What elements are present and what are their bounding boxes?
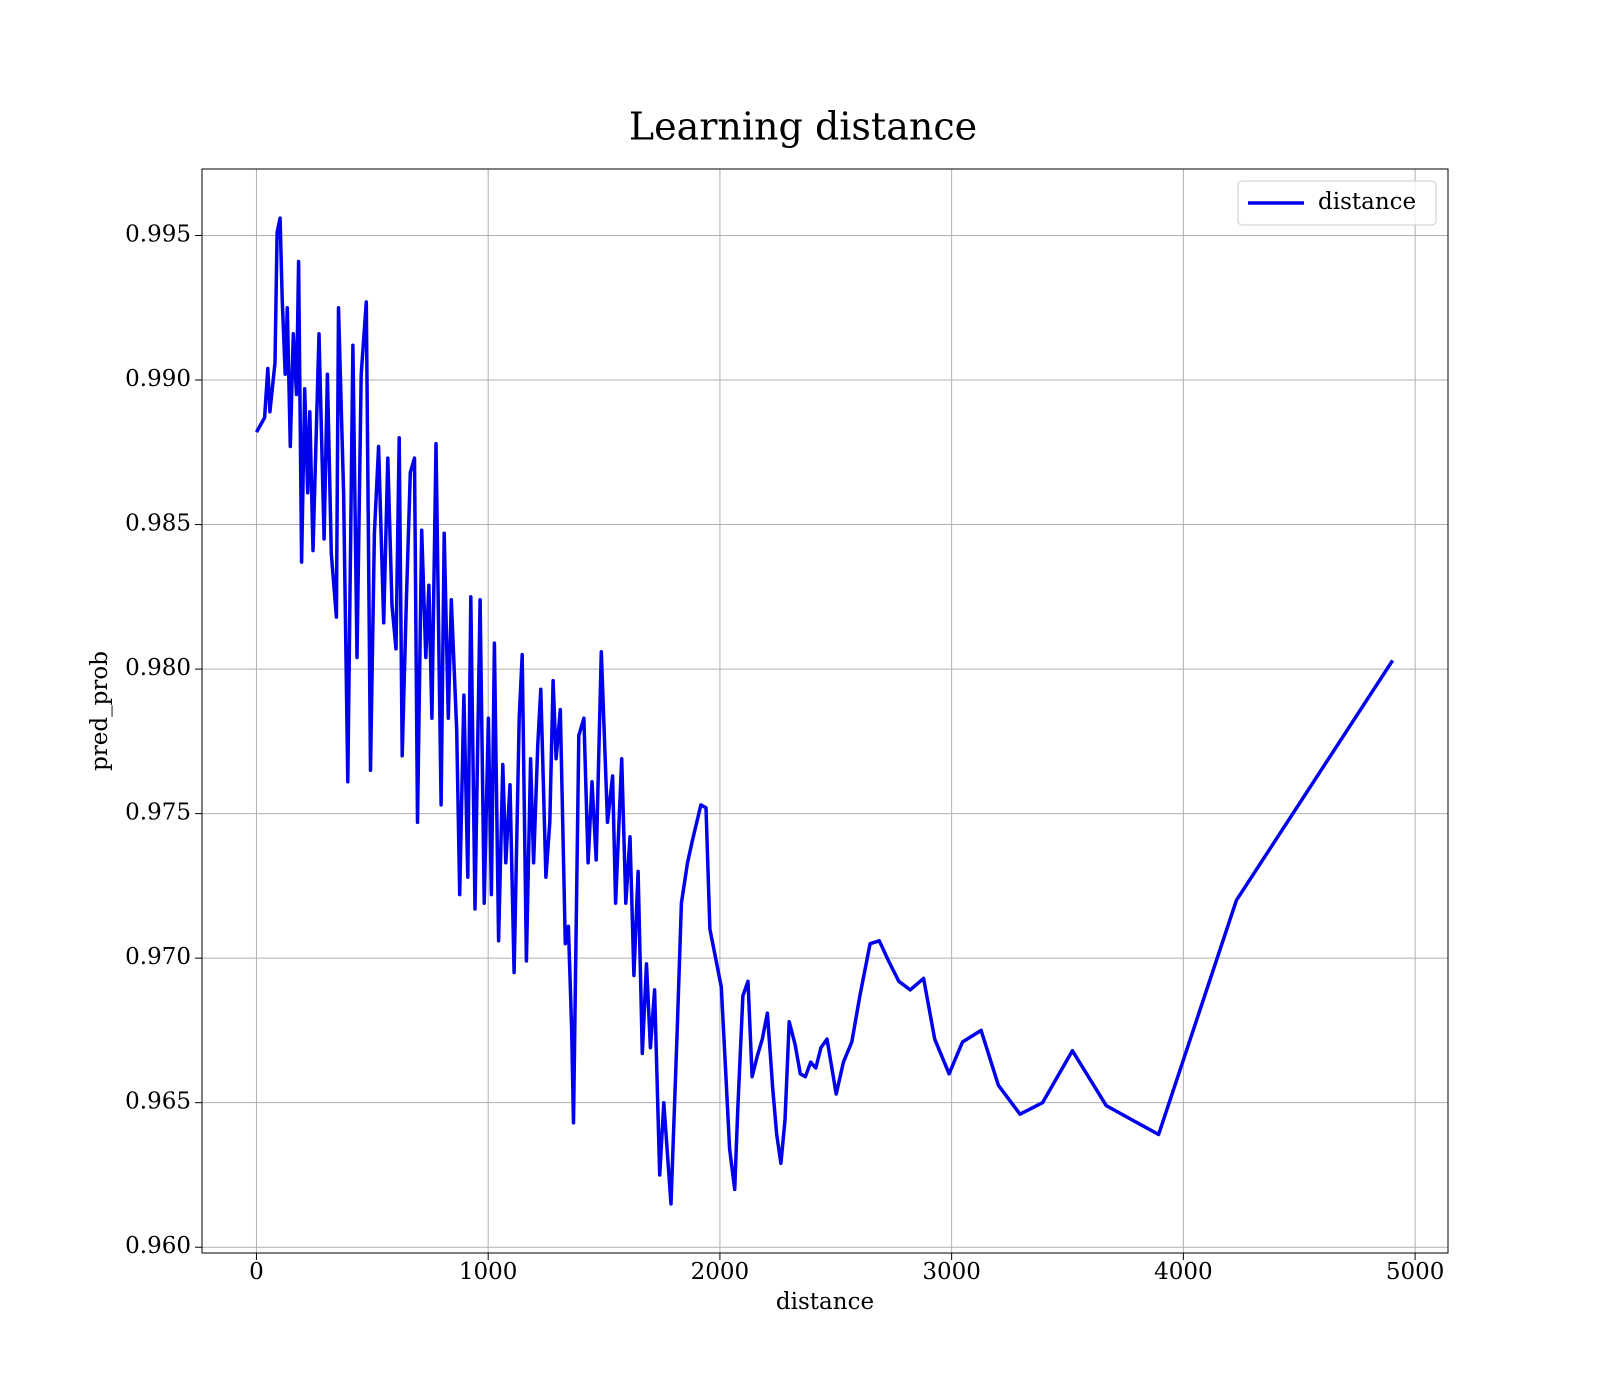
y-tick-label: 0.975 [125, 800, 191, 826]
legend-label: distance [1318, 189, 1416, 215]
chart-title: Learning distance [629, 105, 977, 149]
x-tick-label: 4000 [1154, 1259, 1213, 1285]
x-tick-label: 5000 [1386, 1259, 1445, 1285]
y-tick-label: 0.995 [125, 221, 191, 247]
line [254, 216, 1395, 1206]
x-tick-label: 3000 [922, 1259, 981, 1285]
y-tick-label: 0.970 [125, 944, 191, 970]
y-tick-label: 0.980 [125, 655, 191, 681]
x-tick-label: 1000 [459, 1259, 518, 1285]
y-tick-label: 0.965 [125, 1089, 191, 1115]
y-tick-label: 0.990 [125, 366, 191, 392]
y-tick-label: 0.985 [125, 511, 191, 537]
plot-frame [201, 168, 1449, 1254]
legend-box [1237, 180, 1437, 226]
y-axis-label: pred_prob [87, 651, 113, 771]
x-axis-label: distance [776, 1289, 874, 1315]
y-tick-label: 0.960 [125, 1233, 191, 1259]
x-tick-label: 2000 [691, 1259, 750, 1285]
x-tick-label: 0 [249, 1259, 264, 1285]
